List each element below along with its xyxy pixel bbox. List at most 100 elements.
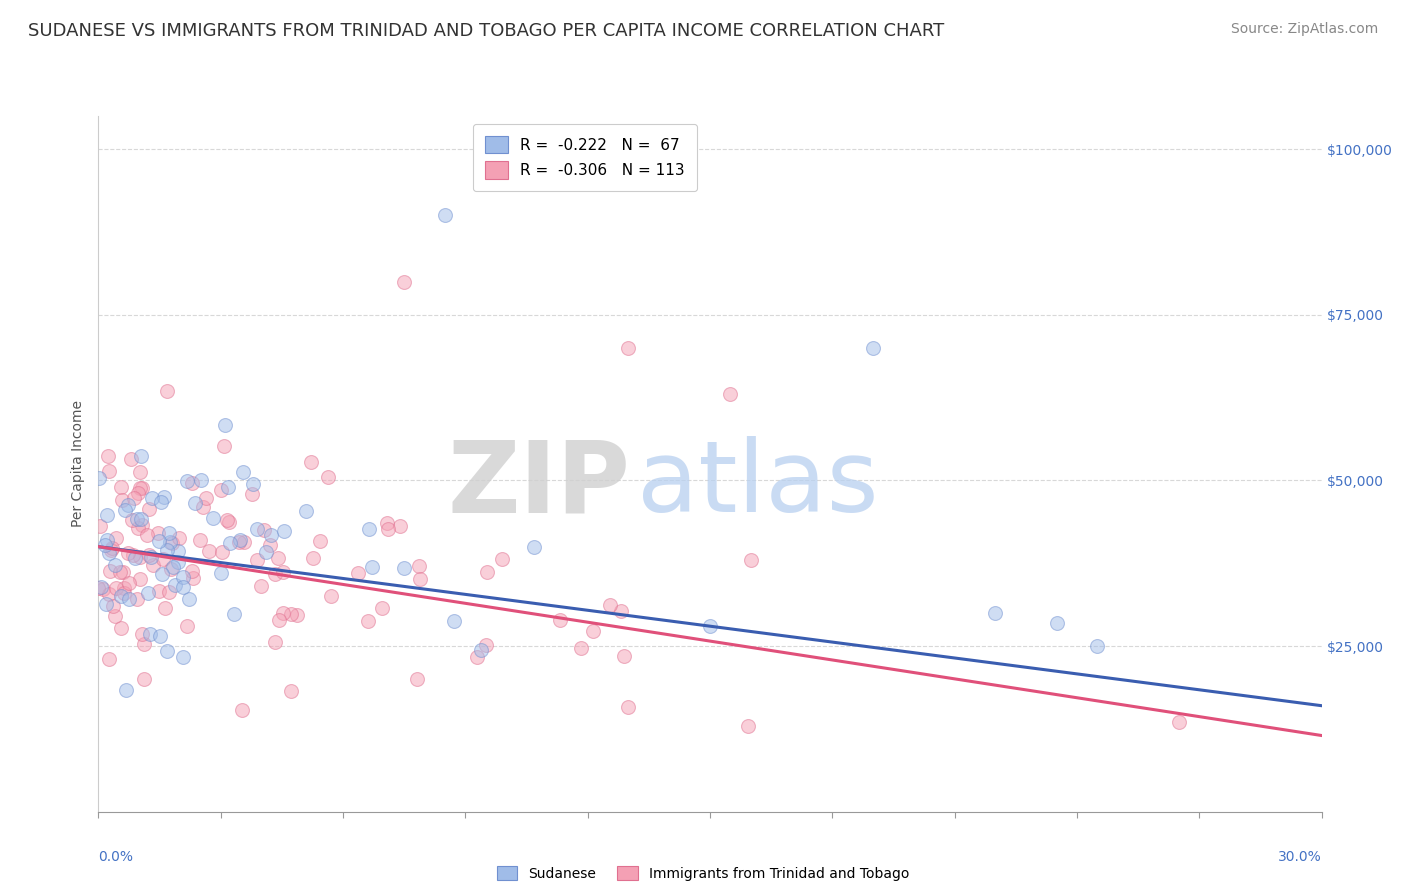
Point (214, 418, 236, 433)
Point (271, 606, 294, 620)
Point (264, 635, 287, 649)
Point (406, 673, 429, 687)
Text: ZIP: ZIP (447, 436, 630, 533)
Point (129, 549, 152, 564)
Point (136, 528, 159, 542)
Point (1167, 715, 1189, 730)
Point (96, 597, 118, 611)
Point (377, 522, 399, 536)
Point (582, 624, 605, 638)
Point (129, 512, 152, 526)
Point (141, 550, 163, 565)
Point (259, 538, 281, 552)
Point (166, 556, 188, 570)
Point (97, 587, 120, 601)
Point (110, 621, 132, 635)
Point (242, 476, 264, 491)
Point (737, 718, 759, 732)
Point (191, 500, 214, 514)
Point (285, 608, 308, 623)
Text: 30.0%: 30.0% (1278, 850, 1322, 864)
Point (131, 450, 153, 464)
Point (260, 528, 283, 542)
Point (176, 619, 198, 633)
Point (984, 606, 1007, 620)
Point (148, 534, 170, 549)
Point (740, 553, 762, 567)
Point (309, 534, 332, 549)
Point (111, 566, 134, 580)
Point (121, 513, 143, 527)
Point (124, 550, 146, 565)
Point (157, 584, 180, 599)
Point (264, 567, 287, 582)
Point (127, 521, 149, 535)
Point (110, 480, 132, 494)
Point (100, 543, 122, 558)
Point (434, 208, 457, 222)
Point (156, 384, 179, 399)
Point (246, 553, 269, 567)
Point (254, 545, 277, 559)
Point (96, 508, 118, 522)
Point (172, 580, 194, 594)
Point (250, 579, 273, 593)
Point (228, 534, 250, 549)
Point (108, 565, 131, 579)
Point (217, 480, 239, 494)
Legend: R =  -0.222   N =  67, R =  -0.306   N = 113: R = -0.222 N = 67, R = -0.306 N = 113 (472, 124, 697, 191)
Point (141, 491, 163, 506)
Point (128, 572, 150, 586)
Point (267, 550, 290, 565)
Point (131, 627, 153, 641)
Text: atlas: atlas (637, 436, 879, 533)
Point (269, 613, 291, 627)
Point (392, 275, 416, 289)
Point (142, 558, 165, 573)
Point (523, 540, 546, 554)
Point (253, 523, 276, 537)
Point (156, 644, 179, 658)
Point (197, 544, 219, 558)
Point (184, 495, 207, 509)
Point (110, 589, 132, 603)
Point (150, 567, 173, 582)
Point (136, 586, 159, 600)
Point (388, 518, 411, 533)
Point (138, 549, 160, 563)
Point (118, 592, 141, 607)
Point (114, 682, 136, 697)
Point (392, 560, 415, 574)
Point (125, 591, 148, 606)
Point (183, 572, 205, 586)
Point (162, 560, 184, 574)
Point (617, 341, 640, 355)
Point (218, 535, 240, 549)
Point (93, 582, 115, 596)
Point (112, 586, 135, 600)
Point (1085, 639, 1108, 653)
Point (321, 589, 343, 603)
Point (87, 471, 110, 485)
Point (228, 533, 250, 548)
Point (599, 598, 621, 612)
Point (231, 702, 253, 716)
Point (112, 582, 135, 596)
Point (101, 599, 124, 613)
Point (105, 581, 128, 595)
Point (361, 560, 384, 574)
Point (98, 464, 121, 478)
Point (159, 562, 181, 576)
Point (153, 601, 176, 615)
Point (122, 491, 145, 506)
Point (470, 643, 492, 657)
Point (211, 545, 233, 559)
Point (302, 551, 325, 566)
Legend: Sudanese, Immigrants from Trinidad and Tobago: Sudanese, Immigrants from Trinidad and T… (496, 866, 910, 880)
Point (138, 502, 160, 516)
Point (93, 538, 115, 552)
Point (131, 518, 153, 533)
Point (111, 493, 134, 508)
Point (209, 483, 232, 497)
Point (232, 465, 254, 479)
